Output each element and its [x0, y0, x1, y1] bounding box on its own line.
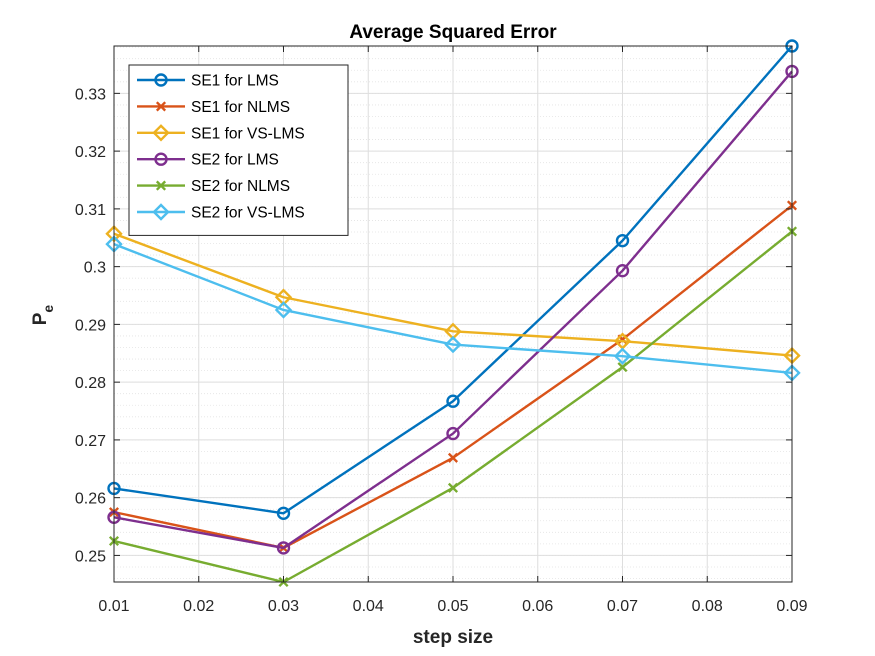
data-point: [274, 301, 293, 319]
data-point: [446, 394, 460, 408]
marker-stroke: [155, 101, 167, 112]
legend-swatch-marker: [154, 152, 168, 166]
chart-title: Average Squared Error: [349, 22, 557, 43]
legend-box: [128, 64, 349, 236]
series-line: [113, 45, 793, 515]
legend-label: SE1 for VS-LMS: [191, 125, 305, 142]
y-tick-label: 0.27: [75, 433, 106, 450]
y-tick-label: 0.33: [75, 86, 106, 103]
series-line: [113, 242, 793, 375]
x-axis-label: step size: [413, 627, 493, 648]
x-tick-label: 0.05: [437, 598, 468, 615]
data-point: [444, 335, 462, 354]
legend-label: SE2 for NLMS: [191, 178, 290, 195]
y-axis-label-subscript: e: [40, 305, 56, 313]
axis-ticks: [113, 46, 793, 582]
x-tick-label: 0.04: [353, 598, 384, 615]
legend-item: SE2 for LMS: [137, 152, 279, 169]
y-tick-label: 0.31: [75, 202, 106, 219]
series-layer: [105, 39, 801, 588]
x-tick-label: 0.06: [522, 598, 553, 615]
series-line: [113, 70, 793, 550]
x-tick-label: 0.08: [692, 598, 723, 615]
legend-swatch-marker: [152, 124, 170, 142]
x-tick-label: 0.02: [183, 598, 214, 615]
legend-item: SE2 for VS-LMS: [137, 203, 305, 222]
legend-label: SE1 for NLMS: [191, 99, 290, 116]
data-point: [615, 233, 630, 248]
y-tick-labels: 0.25 0.26 0.27 0.28 0.29 0.3 0.31 0.32 0.33: [75, 86, 106, 565]
y-axis-label: Pe: [30, 305, 56, 326]
legend-swatch-marker: [152, 203, 170, 221]
y-tick-label: 0.25: [75, 548, 106, 565]
y-axis-label-group: Pe: [30, 305, 56, 326]
legend-item: SE1 for NLMS: [137, 99, 290, 116]
data-point: [446, 426, 460, 441]
y-tick-label: 0.32: [75, 144, 106, 161]
y-tick-label: 0.28: [75, 375, 106, 392]
legend-item: SE1 for LMS: [137, 73, 279, 90]
legend-label: SE1 for LMS: [191, 73, 279, 90]
legend-item: SE1 for VS-LMS: [137, 124, 305, 142]
y-tick-label: 0.26: [75, 491, 106, 508]
x-tick-label: 0.07: [607, 598, 638, 615]
data-point: [276, 541, 291, 555]
legend-label: SE2 for VS-LMS: [191, 205, 305, 222]
legend-label: SE2 for LMS: [191, 152, 279, 169]
y-axis-label-main: P: [30, 312, 51, 325]
legend-swatch-marker: [155, 101, 167, 112]
data-point: [447, 452, 459, 463]
data-point: [615, 263, 630, 278]
marker-stroke: [155, 180, 167, 191]
legend-swatch-marker: [155, 180, 167, 191]
marker-stroke: [447, 452, 459, 463]
x-tick-label: 0.09: [776, 598, 807, 615]
legend-swatch-marker: [154, 73, 168, 87]
x-tick-label: 0.01: [98, 598, 129, 615]
y-tick-label: 0.29: [75, 317, 106, 334]
marker-stroke: [447, 482, 459, 493]
y-tick-label: 0.3: [84, 260, 106, 277]
legend-item: SE2 for NLMS: [137, 178, 290, 195]
marker-stroke: [617, 362, 628, 373]
data-point: [617, 362, 628, 373]
x-tick-label: 0.03: [268, 598, 299, 615]
data-point: [613, 347, 632, 365]
data-point: [276, 506, 291, 520]
data-point: [447, 482, 459, 493]
x-tick-labels: 0.01 0.02 0.03 0.04 0.05 0.06 0.07 0.08 0.09: [98, 598, 807, 615]
legend: SE1 for LMS SE1 for NLMS SE1 for VS-LMS SE2…: [128, 64, 349, 236]
series-line: [113, 232, 793, 357]
